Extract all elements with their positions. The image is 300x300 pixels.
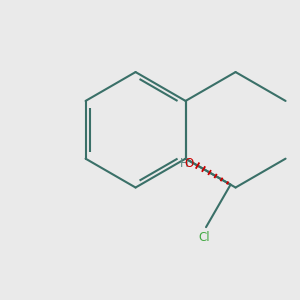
Text: Cl: Cl	[198, 231, 209, 244]
Text: O: O	[185, 157, 194, 170]
Text: H: H	[180, 157, 189, 170]
